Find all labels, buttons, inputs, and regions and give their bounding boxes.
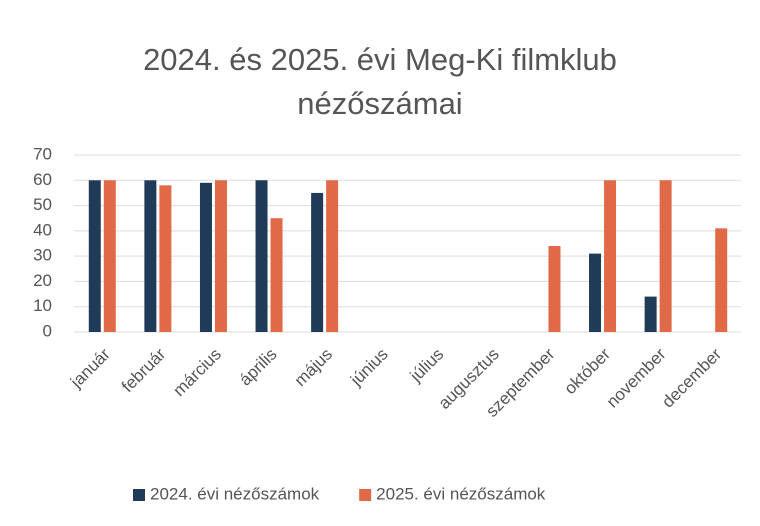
y-tick-label: 70 xyxy=(33,144,52,163)
bar xyxy=(255,180,268,332)
x-tick-label: május xyxy=(291,345,337,391)
bar xyxy=(715,228,728,332)
x-tick-label: június xyxy=(346,345,392,391)
y-tick-label: 50 xyxy=(33,195,52,214)
y-tick-label: 0 xyxy=(43,321,52,340)
x-tick-label: március xyxy=(169,345,225,401)
bar xyxy=(659,180,672,332)
y-tick-label: 10 xyxy=(33,296,52,315)
x-tick-label: február xyxy=(118,344,170,396)
y-tick-label: 40 xyxy=(33,220,52,239)
bar xyxy=(589,253,602,332)
y-tick-label: 60 xyxy=(33,170,52,189)
bar xyxy=(270,218,283,332)
bar xyxy=(103,180,116,332)
x-tick-label: április xyxy=(236,345,281,390)
x-tick-label: január xyxy=(66,344,114,392)
x-tick-label: július xyxy=(406,345,448,387)
bar xyxy=(644,296,657,332)
x-tick-label: december xyxy=(658,344,725,411)
legend-swatch xyxy=(133,489,145,501)
legend-swatch xyxy=(359,489,372,501)
y-tick-label: 20 xyxy=(33,271,52,290)
bar xyxy=(144,180,157,332)
chart-title: 2024. és 2025. évi Meg-Ki filmklub nézős… xyxy=(143,42,617,121)
bar xyxy=(604,180,617,332)
y-tick-label: 30 xyxy=(33,246,52,265)
bar xyxy=(199,182,212,332)
bar xyxy=(548,246,561,332)
x-tick-label: november xyxy=(603,344,670,411)
legend-label: 2025. évi nézőszámok xyxy=(376,484,546,503)
bar xyxy=(88,180,101,332)
bar xyxy=(159,185,172,332)
x-tick-label: október xyxy=(561,344,615,398)
bar xyxy=(326,180,339,332)
legend-label: 2024. évi nézőszámok xyxy=(150,484,320,503)
bar xyxy=(214,180,227,332)
bar xyxy=(311,192,324,332)
